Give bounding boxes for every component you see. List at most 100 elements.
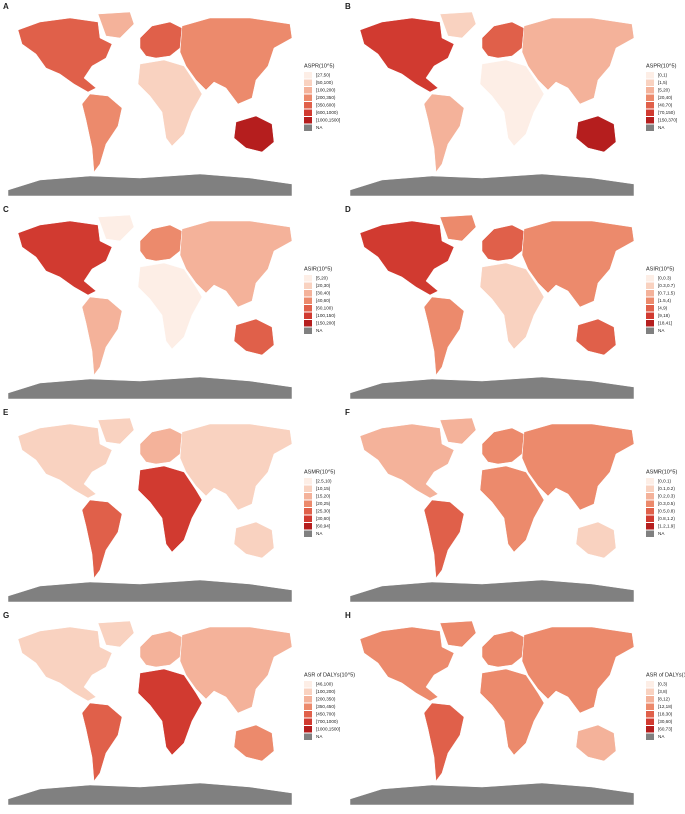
legend-item: [0.1,0.2) — [658, 486, 675, 491]
region-an — [7, 376, 293, 400]
legend-swatch — [304, 688, 312, 695]
map-panel: D ASIR(10^5) [0,0.3) [0.3,0.7) [0.7,1.5) [1.5… — [345, 205, 675, 400]
legend-swatch — [646, 327, 654, 334]
region-gr — [439, 214, 477, 242]
legend-item: [450,700) — [316, 712, 336, 717]
legend-item: [4,9) — [658, 306, 668, 311]
region-eu — [139, 630, 183, 668]
region-an — [349, 173, 635, 197]
legend-swatch — [646, 320, 654, 327]
legend-item: [5,20) — [658, 88, 670, 93]
region-eu — [481, 630, 525, 668]
region-eu — [139, 21, 183, 59]
map-panel: H ASR of DALYs(10^5) [0,3) [3,8) [8,12) [12,1… — [345, 611, 685, 806]
legend-swatch — [304, 493, 312, 500]
legend-swatch — [304, 681, 312, 688]
legend-item: [60,100) — [316, 306, 333, 311]
region-gr — [97, 11, 135, 39]
region-na — [17, 626, 113, 702]
legend-swatch — [646, 109, 654, 116]
legend-swatch — [646, 718, 654, 725]
legend-swatch — [646, 102, 654, 109]
region-an — [349, 376, 635, 400]
legend-swatch — [646, 681, 654, 688]
region-gr — [439, 417, 477, 445]
map-panel: B ASPR(10^5) [0,1) [1,5) [5,20) [20,40) [40,70… — [345, 2, 677, 197]
legend-swatch — [646, 711, 654, 718]
legend-item: [1000,1500] — [316, 118, 340, 123]
legend-item: NA — [658, 531, 665, 536]
region-sa — [81, 93, 123, 173]
region-sa — [81, 499, 123, 579]
region-eu — [139, 224, 183, 262]
legend-item: [1.2,1.9] — [658, 524, 675, 529]
panel-label: F — [345, 408, 350, 417]
legend-swatch — [304, 515, 312, 522]
region-na — [17, 423, 113, 499]
map-panel: C ASIR(10^5) [5,20) [20,30) [30,40) [40,60) [6… — [3, 205, 336, 400]
legend-swatch — [646, 530, 654, 537]
legend-swatch — [304, 102, 312, 109]
region-as — [179, 423, 293, 511]
world-map — [7, 11, 293, 197]
legend-swatch — [304, 117, 312, 124]
region-af — [137, 262, 203, 350]
region-af — [479, 59, 545, 147]
legend-item: [27,50) — [316, 73, 331, 78]
map-panel: F ASMR(10^5) [0,0.1) [0.1,0.2) [0.2,0.3) [0.3… — [345, 408, 677, 603]
legend-item: [40,60) — [316, 298, 331, 303]
legend-item: NA — [316, 531, 323, 536]
legend-swatch — [646, 500, 654, 507]
legend-item: [200,350) — [316, 95, 336, 100]
world-map — [349, 417, 635, 603]
legend-swatch — [646, 523, 654, 530]
legend-item: [46,100) — [316, 682, 333, 687]
region-as — [521, 423, 635, 511]
region-as — [179, 626, 293, 714]
legend-item: [100,150) — [316, 313, 336, 318]
map-panel: G ASR of DALYs(10^5) [46,100) [100,200) [200… — [3, 611, 355, 806]
region-au — [233, 521, 275, 559]
legend-item: [350,450) — [316, 704, 336, 709]
legend-title: ASPR(10^5) — [646, 63, 677, 69]
legend-item: [150,370] — [658, 118, 677, 123]
legend-item: [350,600) — [316, 103, 336, 108]
region-na — [359, 423, 455, 499]
legend-swatch — [646, 312, 654, 319]
legend-item: [40,70) — [658, 103, 673, 108]
region-au — [575, 521, 617, 559]
legend-swatch — [646, 733, 654, 740]
legend-item: [1,5) — [658, 80, 668, 85]
legend-swatch — [304, 508, 312, 515]
region-au — [233, 724, 275, 762]
legend-swatch — [304, 696, 312, 703]
map-panel: E ASMR(10^5) [2.5,10) [10,15) [15,20) [20,25)… — [3, 408, 335, 603]
legend-item: NA — [658, 328, 665, 333]
region-sa — [423, 93, 465, 173]
legend-item: [20,30) — [316, 283, 331, 288]
legend-swatch — [304, 87, 312, 94]
region-gr — [439, 620, 477, 648]
legend-item: [8,12) — [658, 697, 670, 702]
legend-swatch — [304, 305, 312, 312]
legend-item: [0.7,1.5) — [658, 291, 675, 296]
world-map — [349, 214, 635, 400]
region-af — [137, 668, 203, 756]
world-map — [7, 214, 293, 400]
legend-item: [18,30) — [658, 712, 673, 717]
legend-item: [0.8,1.2) — [658, 516, 675, 521]
legend-swatch — [646, 275, 654, 282]
legend-item: [18,41] — [658, 321, 672, 326]
region-af — [479, 668, 545, 756]
legend-swatch — [304, 282, 312, 289]
region-af — [479, 465, 545, 553]
legend-swatch — [646, 485, 654, 492]
legend-swatch — [646, 703, 654, 710]
legend-item: [50,100) — [316, 80, 333, 85]
legend-title: ASR of DALYs(10^5) — [304, 672, 355, 678]
legend-title: ASIR(10^5) — [646, 266, 674, 272]
region-as — [521, 220, 635, 308]
region-an — [349, 579, 635, 603]
